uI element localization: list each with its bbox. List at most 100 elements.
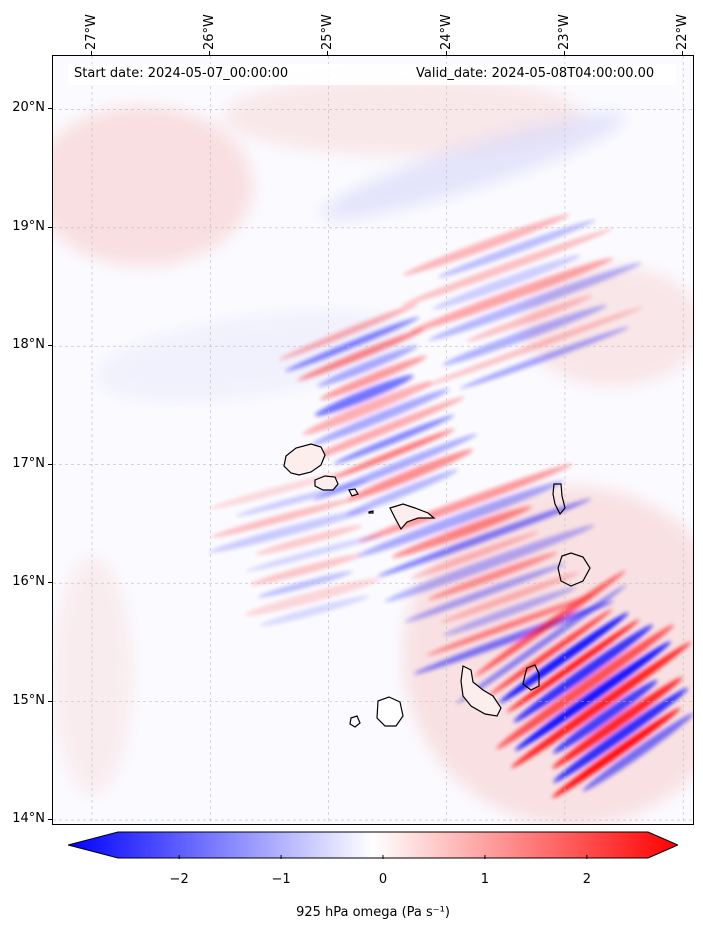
longitude-tick <box>563 51 565 55</box>
latitude-tick <box>48 582 52 584</box>
longitude-label: 22°W <box>675 14 691 50</box>
descent-stripe <box>384 524 595 602</box>
longitude-tick <box>209 51 211 55</box>
ascent-stripe <box>426 594 594 656</box>
ascent-stripe <box>302 381 433 435</box>
ascent-stripe <box>489 609 613 696</box>
ascent-stripe <box>209 472 343 509</box>
ascent-stripe <box>211 498 355 538</box>
ascent-stripe <box>332 428 455 479</box>
island-santo-antao <box>283 443 326 476</box>
coastlines <box>283 443 591 728</box>
island-santiago <box>460 665 502 717</box>
longitude-tick <box>327 51 329 55</box>
descent-stripe <box>235 480 369 517</box>
island-sal <box>552 483 566 516</box>
latitude-label: 15°N <box>12 692 45 708</box>
latitude-tick <box>48 700 52 702</box>
colorbar-tickmarks <box>178 855 588 859</box>
colorbar-tick-label: 2 <box>582 872 591 887</box>
latitude-tick <box>48 108 52 110</box>
descent-stripe <box>377 498 592 577</box>
valid-date-label: Valid_date: 2024-05-08T04:00:00.00 <box>416 66 655 81</box>
longitude-label: 26°W <box>202 14 218 50</box>
descent-stripe <box>314 375 414 417</box>
ascent-stripe <box>244 578 381 616</box>
latitude-label: 19°N <box>12 218 45 234</box>
latitude-tick <box>48 345 52 347</box>
latitude-tick <box>48 819 52 821</box>
descent-stripe <box>499 612 629 704</box>
latitude-label: 14°N <box>12 811 45 827</box>
colorbar-tick-label: 1 <box>480 872 490 887</box>
ascent-stripe <box>250 554 363 586</box>
descent-stripe <box>257 571 353 598</box>
ascent-stripe <box>255 525 363 555</box>
colorbar <box>68 831 678 859</box>
longitude-label: 24°W <box>438 14 454 50</box>
longitude-label: 27°W <box>84 14 100 50</box>
ascent-stripe <box>466 295 593 342</box>
gridlines <box>53 56 693 824</box>
header-bar <box>68 64 676 85</box>
wave-stripes <box>208 214 693 798</box>
descent-stripe <box>459 326 630 389</box>
ascent-stripe <box>401 228 613 306</box>
descent-stripe <box>345 469 459 516</box>
longitude-label: 25°W <box>320 14 336 50</box>
descent-stripe <box>456 584 627 705</box>
longitude-tick <box>445 51 447 55</box>
ascent-stripe <box>474 570 626 677</box>
descent-stripe <box>553 687 688 783</box>
latitude-label: 20°N <box>12 100 45 116</box>
ascent-stripe <box>347 449 474 502</box>
longitude-tick <box>682 51 684 55</box>
latitude-label: 16°N <box>12 574 45 590</box>
ascent-stripe <box>402 214 570 276</box>
ascent-stripe <box>440 572 580 623</box>
ascent-stripe <box>496 624 674 750</box>
omega-field-map <box>53 56 693 824</box>
ascent-stripe <box>297 328 425 381</box>
descent-stripe <box>442 304 607 366</box>
colorbar-body <box>68 831 678 859</box>
descent-stripe <box>437 219 596 278</box>
ascent-stripe <box>279 303 419 360</box>
descent-stripe <box>259 595 370 627</box>
descent-stripe <box>404 563 566 623</box>
descent-stripe <box>513 624 653 723</box>
ascent-stripe <box>552 707 681 798</box>
descent-stripe <box>443 586 577 636</box>
map-panel <box>52 55 694 825</box>
descent-stripe <box>357 480 564 557</box>
descent-stripe <box>284 316 420 372</box>
descent-stripe <box>317 345 419 387</box>
ascent-stripe <box>410 257 614 333</box>
ascent-stripe <box>419 307 643 389</box>
island-sao-vicente <box>314 475 339 491</box>
island-brava <box>349 715 361 728</box>
island-maio <box>522 664 540 691</box>
descent-stripe <box>582 713 693 792</box>
ascent-stripe <box>428 552 558 600</box>
ascent-stripe <box>410 531 539 579</box>
colorbar-tick-label: 0 <box>378 872 388 887</box>
colorbar-tick-label: −2 <box>169 872 189 887</box>
descent-stripe <box>246 534 383 572</box>
ascent-stripe <box>292 396 465 467</box>
island-boa-vista <box>557 552 591 587</box>
ascent-stripe <box>319 355 427 400</box>
latitude-tick <box>48 463 52 465</box>
descent-stripe <box>413 600 615 675</box>
descent-stripe <box>311 388 450 446</box>
ascent-stripe <box>506 619 640 713</box>
descent-stripe <box>428 262 642 341</box>
ascent-stripe <box>511 642 691 768</box>
descent-stripe <box>432 254 582 310</box>
ascent-stripe <box>552 677 683 769</box>
latitude-label: 17°N <box>12 455 45 471</box>
island-santa-luzia <box>348 488 359 497</box>
longitude-label: 23°W <box>556 14 572 50</box>
island-fogo <box>376 696 404 727</box>
latitude-label: 18°N <box>12 337 45 353</box>
